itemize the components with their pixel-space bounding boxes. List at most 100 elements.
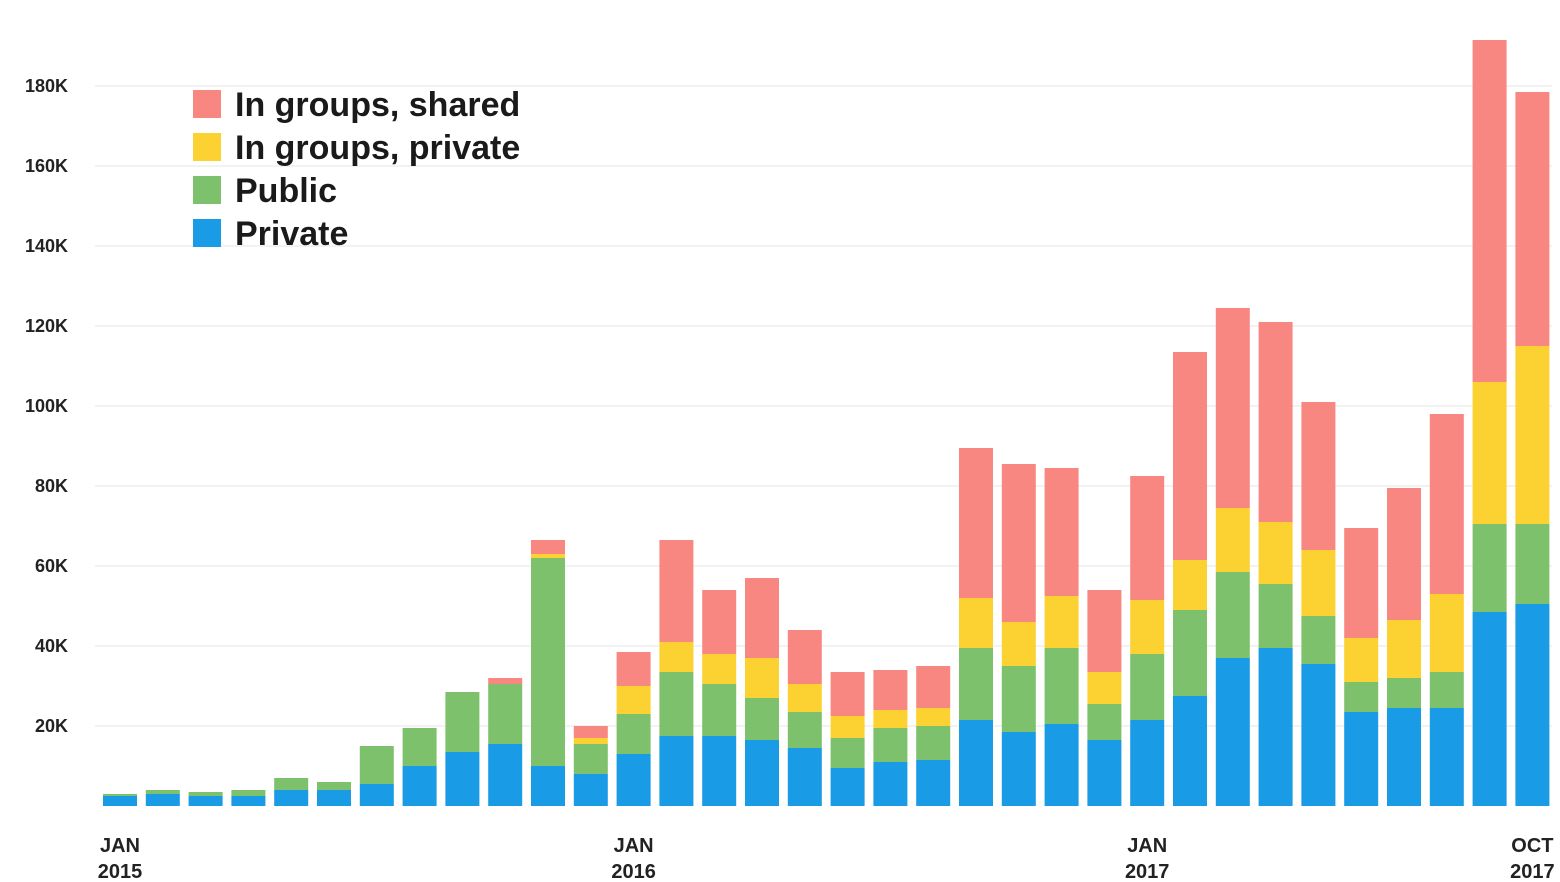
bar-stack-2017-07: [1387, 488, 1421, 806]
bar-stack-2015-02: [145, 790, 180, 806]
bar-public-2016-12: [1087, 704, 1122, 740]
x-tick-label: OCT 2017: [1510, 835, 1555, 882]
bar-private-2015-12: [573, 774, 608, 806]
bar-in-groups-private-2017-08: [1429, 594, 1464, 672]
bar-public-2015-07: [359, 746, 394, 784]
bar-public-2015-11: [531, 558, 565, 766]
bar-in-groups-shared-2017-07: [1387, 488, 1421, 620]
bar-public-2015-02: [145, 790, 180, 794]
bar-in-groups-private-2016-03: [702, 654, 737, 684]
bar-stack-2016-05: [787, 630, 822, 806]
bar-private-2015-01: [103, 796, 137, 806]
y-tick-label: 80K: [35, 476, 68, 496]
bar-private-2016-05: [787, 748, 822, 806]
y-tick-label: 100K: [25, 396, 68, 416]
bar-stack-2017-10: [1515, 92, 1550, 806]
bar-stack-2017-03: [1215, 308, 1250, 806]
bar-public-2017-01: [1130, 654, 1165, 720]
bar-private-2017-07: [1387, 708, 1421, 806]
bar-stack-2016-07: [873, 670, 908, 806]
bar-in-groups-shared-2017-02: [1173, 352, 1207, 560]
bar-in-groups-shared-2017-01: [1130, 476, 1165, 600]
bar-in-groups-shared-2016-12: [1087, 590, 1122, 672]
bar-private-2017-05: [1301, 664, 1336, 806]
bar-stack-2017-01: [1130, 476, 1165, 806]
bar-private-2016-01: [616, 754, 651, 806]
bar-in-groups-private-2017-10: [1515, 346, 1550, 524]
bar-in-groups-private-2015-12: [573, 738, 608, 744]
bar-public-2015-05: [274, 778, 309, 790]
bar-in-groups-private-2016-02: [659, 642, 694, 672]
bar-in-groups-private-2016-11: [1044, 596, 1079, 648]
bar-public-2017-05: [1301, 616, 1336, 664]
bar-private-2016-12: [1087, 740, 1122, 806]
bar-private-2015-10: [488, 744, 523, 806]
bar-stack-2016-10: [1001, 464, 1036, 806]
bar-in-groups-private-2016-05: [787, 684, 822, 712]
bars: [103, 40, 1550, 806]
bar-private-2016-08: [916, 760, 951, 806]
bar-in-groups-shared-2015-12: [573, 726, 608, 738]
bar-public-2017-07: [1387, 678, 1421, 708]
legend-swatch-public: [193, 176, 221, 204]
bar-private-2017-01: [1130, 720, 1165, 806]
bar-public-2017-04: [1258, 584, 1293, 648]
bar-public-2015-09: [445, 692, 480, 752]
bar-private-2017-10: [1515, 604, 1550, 806]
bar-stack-2015-12: [573, 726, 608, 806]
bar-in-groups-private-2017-01: [1130, 600, 1165, 654]
bar-private-2015-08: [402, 766, 437, 806]
y-tick-label: 160K: [25, 156, 68, 176]
legend-label-in-groups-private: In groups, private: [235, 129, 520, 167]
legend-swatch-in-groups-shared: [193, 90, 221, 118]
bar-in-groups-shared-2017-08: [1429, 414, 1464, 594]
legend-label-private: Private: [235, 215, 348, 253]
bar-stack-2015-11: [531, 540, 565, 806]
bar-public-2016-04: [745, 698, 779, 740]
bar-in-groups-private-2016-10: [1001, 622, 1036, 666]
bar-private-2017-06: [1344, 712, 1379, 806]
bar-public-2016-05: [787, 712, 822, 748]
bar-private-2017-09: [1472, 612, 1507, 806]
bar-stack-2017-02: [1173, 352, 1207, 806]
bar-private-2016-10: [1001, 732, 1036, 806]
y-tick-label: 140K: [25, 236, 68, 256]
bar-stack-2015-10: [488, 678, 523, 806]
bar-stack-2016-02: [659, 540, 694, 806]
y-axis: 20K 40K 60K 80K 100K 120K 140K 160K 180K: [25, 76, 68, 736]
bar-stack-2015-08: [402, 728, 437, 806]
legend-swatch-private: [193, 219, 221, 247]
bar-stack-2017-05: [1301, 402, 1336, 806]
bar-in-groups-shared-2017-04: [1258, 322, 1293, 522]
bar-stack-2016-09: [959, 448, 993, 806]
bar-private-2015-06: [317, 790, 351, 806]
x-tick-label: JAN 2017: [1125, 835, 1170, 882]
bar-stack-2015-09: [445, 692, 480, 806]
bar-public-2015-08: [402, 728, 437, 766]
bar-stack-2015-03: [188, 792, 223, 806]
bar-in-groups-shared-2016-04: [745, 578, 779, 658]
bar-stack-2016-11: [1044, 468, 1079, 806]
bar-public-2015-01: [103, 794, 137, 796]
bar-stack-2017-08: [1429, 414, 1464, 806]
bar-stack-2016-01: [616, 652, 651, 806]
bar-in-groups-shared-2016-08: [916, 666, 951, 708]
bar-in-groups-shared-2017-05: [1301, 402, 1336, 550]
legend-label-in-groups-shared: In groups, shared: [235, 86, 520, 124]
bar-in-groups-private-2017-02: [1173, 560, 1207, 610]
bar-private-2017-03: [1215, 658, 1250, 806]
bar-public-2015-12: [573, 744, 608, 774]
bar-in-groups-private-2016-06: [830, 716, 865, 738]
y-tick-label: 20K: [35, 716, 68, 736]
bar-in-groups-private-2017-03: [1215, 508, 1250, 572]
bar-stack-2017-09: [1472, 40, 1507, 806]
bar-stack-2017-04: [1258, 322, 1293, 806]
bar-in-groups-private-2016-12: [1087, 672, 1122, 704]
bar-public-2017-03: [1215, 572, 1250, 658]
bar-in-groups-shared-2016-01: [616, 652, 651, 686]
bar-public-2016-10: [1001, 666, 1036, 732]
bar-public-2017-09: [1472, 524, 1507, 612]
bar-in-groups-shared-2016-07: [873, 670, 908, 710]
bar-stack-2015-05: [274, 778, 309, 806]
bar-in-groups-shared-2016-09: [959, 448, 993, 598]
